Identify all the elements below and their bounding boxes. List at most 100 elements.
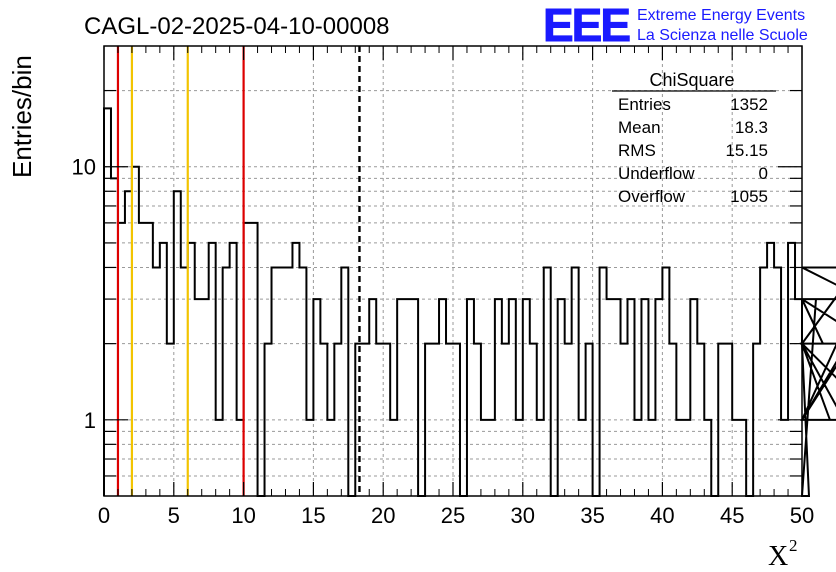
- histogram-bin: [320, 344, 327, 496]
- histogram-bin: [523, 299, 530, 496]
- stats-value: 18.3: [735, 118, 768, 137]
- histogram-bin: [334, 344, 341, 496]
- stats-value: 15.15: [725, 141, 768, 160]
- histogram-bin: [467, 299, 474, 496]
- chart-title: CAGL-02-2025-04-10-00008: [84, 13, 390, 40]
- histogram-bin: [502, 344, 509, 496]
- histogram-bin: [634, 420, 641, 496]
- stats-label: Overflow: [618, 187, 686, 206]
- x-tick-label: 35: [580, 503, 604, 528]
- histogram-bin: [139, 223, 146, 496]
- x-axis-title-base: X: [768, 541, 788, 572]
- x-tick-label: 0: [98, 503, 110, 528]
- histogram-bin: [376, 344, 383, 496]
- histogram-bin: [530, 344, 537, 496]
- histogram-bin: [285, 267, 292, 496]
- histogram-bin: [537, 420, 544, 496]
- x-tick-label: 50: [790, 503, 814, 528]
- reference-lines-layer: [116, 46, 361, 496]
- eee-logo: EEE Extreme Energy Events La Scienza nel…: [543, 0, 808, 52]
- x-tick-label: 20: [371, 503, 395, 528]
- stats-value: 0: [759, 164, 768, 183]
- x-tick-label: 10: [231, 503, 255, 528]
- histogram-bin: [299, 267, 306, 496]
- histogram-bin: [509, 299, 516, 496]
- histogram-bin: [648, 420, 655, 496]
- x-tick-label: 30: [511, 503, 535, 528]
- histogram-bin: [327, 420, 334, 496]
- histogram-bin: [628, 299, 635, 496]
- histogram-bin: [216, 420, 223, 496]
- histogram-bin: [223, 267, 230, 496]
- histogram-outline: [103, 107, 836, 497]
- histogram-bin: [279, 267, 286, 496]
- x-axis-title: X 2: [768, 536, 798, 572]
- histogram-bin: [621, 344, 628, 496]
- histogram-bin: [572, 267, 579, 496]
- histogram-bin: [432, 344, 439, 496]
- histogram-layer: [103, 107, 836, 497]
- histogram-bin: [446, 344, 453, 496]
- tick-labels-layer: 0 5 10 15 20 25 30 35 40 45 50 1 10: [72, 155, 815, 528]
- histogram-bin: [607, 299, 614, 496]
- histogram-bin: [397, 299, 404, 496]
- histogram-bin: [662, 267, 669, 496]
- x-tick-label: 40: [650, 503, 674, 528]
- histogram-bin: [600, 267, 607, 496]
- histogram-bin: [655, 299, 662, 496]
- histogram-bin: [753, 344, 760, 496]
- x-tick-label: 25: [441, 503, 465, 528]
- stats-value: 1055: [730, 187, 768, 206]
- histogram-bin: [383, 344, 390, 496]
- histogram-bin: [369, 299, 376, 496]
- histogram-bin: [495, 299, 502, 496]
- x-tick-label: 45: [720, 503, 744, 528]
- histogram-bin: [767, 243, 774, 496]
- histogram-bin: [404, 299, 411, 496]
- stats-label: Underflow: [618, 164, 695, 183]
- stats-label: RMS: [618, 141, 656, 160]
- histogram-bin: [481, 420, 488, 496]
- histogram-bin: [306, 420, 313, 496]
- histogram-bin: [488, 420, 495, 496]
- histogram-bin: [425, 344, 432, 496]
- histogram-bin: [251, 223, 258, 496]
- histogram-bin: [411, 299, 418, 496]
- histogram-bin: [202, 299, 209, 496]
- statistics-box: ChiSquare Entries 1352 Mean 18.3 RMS 15.15 Und…: [612, 70, 776, 206]
- stats-rows: Entries 1352 Mean 18.3 RMS 15.15 Underflow 0 Ove…: [618, 95, 768, 206]
- histogram-bin: [614, 299, 621, 496]
- histogram-bin: [174, 191, 181, 496]
- histogram-bin: [704, 420, 711, 496]
- x-axis-title-superscript: 2: [789, 536, 798, 555]
- histogram-bin: [683, 420, 690, 496]
- histogram-bin: [725, 344, 732, 496]
- histogram-bin: [439, 299, 446, 496]
- histogram-bin: [676, 420, 683, 496]
- histogram-bin: [739, 420, 746, 496]
- y-tick-label: 10: [72, 155, 96, 180]
- histogram-bin: [341, 267, 348, 496]
- histogram-bin: [265, 344, 272, 496]
- histogram-bin: [558, 299, 565, 496]
- histogram-bin: [390, 420, 397, 496]
- y-tick-label: 1: [84, 408, 96, 433]
- axis-ticks-layer: [103, 46, 803, 496]
- eee-logo-line1: Extreme Energy Events: [637, 7, 805, 24]
- eee-logo-mark: EEE: [543, 0, 629, 51]
- histogram-bin: [565, 344, 572, 496]
- histogram-bin: [160, 243, 167, 496]
- x-tick-label: 5: [168, 503, 180, 528]
- stats-label: Entries: [618, 95, 671, 114]
- histogram-bin: [641, 299, 648, 496]
- histogram-bin: [146, 223, 153, 496]
- histogram-bin: [690, 299, 697, 496]
- histogram-bin: [669, 344, 676, 496]
- stats-label: Mean: [618, 118, 661, 137]
- histogram-bin: [167, 344, 174, 496]
- histogram-bin: [153, 267, 160, 496]
- histogram-bin: [544, 267, 551, 496]
- y-axis-title: Entries/bin: [7, 55, 37, 178]
- histogram-bin: [697, 344, 704, 496]
